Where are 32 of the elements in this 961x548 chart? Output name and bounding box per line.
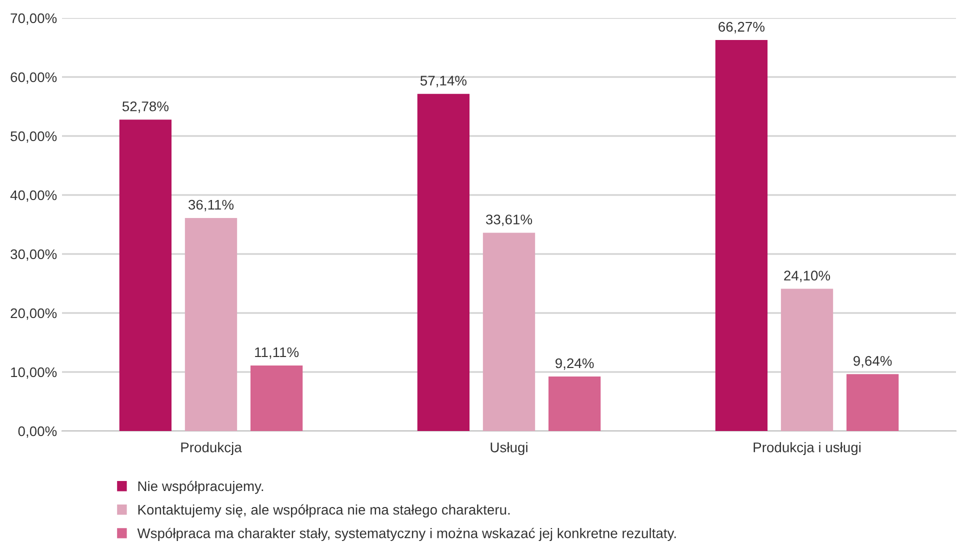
data-label: 57,14%	[420, 76, 466, 88]
data-label: 66,27%	[718, 22, 764, 34]
data-label: 52,78%	[122, 101, 168, 113]
legend-label: Nie współpracujemy.	[138, 480, 264, 494]
bar	[780, 288, 834, 431]
x-tick-label: Produkcja i usługi	[754, 442, 860, 456]
bar	[184, 218, 238, 431]
y-tick-label: 30,00%	[10, 249, 57, 261]
data-label: 11,11%	[255, 347, 299, 359]
y-tick-label: 50,00%	[10, 131, 57, 143]
bar	[119, 120, 172, 431]
data-label: 36,11%	[188, 200, 234, 212]
y-tick-label: 40,00%	[10, 190, 57, 202]
y-tick-label: 20,00%	[10, 308, 57, 320]
bar	[250, 365, 303, 431]
data-label: 9,64%	[854, 356, 892, 368]
x-tick-label: Produkcja	[181, 442, 242, 456]
y-tick-label: 0,00%	[18, 426, 57, 438]
bar	[417, 94, 470, 431]
bar	[548, 376, 601, 431]
data-label: 9,24%	[556, 358, 594, 370]
bar	[482, 232, 536, 431]
bar	[846, 374, 899, 431]
y-tick-label: 70,00%	[10, 13, 57, 25]
bar	[715, 40, 768, 431]
legend-label: Kontaktujemy się, ale współpraca nie ma stałego charakteru.	[138, 504, 510, 518]
legend-label: Współpraca ma charakter stały, systematyczny i można wskazać jej konkretne rezultaty.	[137, 528, 676, 541]
y-tick-label: 10,00%	[11, 367, 57, 379]
data-label: 33,61%	[486, 214, 532, 226]
data-label: 24,10%	[784, 270, 830, 282]
x-tick-label: Usługi	[490, 442, 528, 456]
y-tick-label: 60,00%	[10, 72, 57, 84]
